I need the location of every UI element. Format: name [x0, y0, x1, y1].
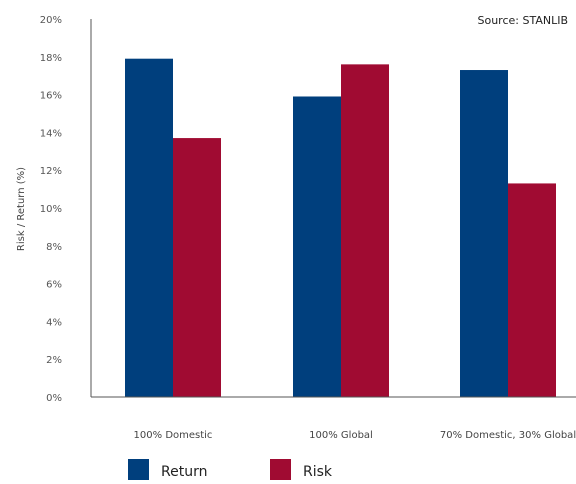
bar-return-2	[293, 96, 341, 398]
x-category-label: 100% Domestic	[134, 430, 213, 441]
y-tick-label: 12%	[40, 166, 62, 177]
x-axis-category-labels: 100% Domestic 100% Global 70% Domestic, 30…	[134, 430, 576, 441]
legend-label-return: Return	[161, 464, 207, 480]
legend-label-risk: Risk	[303, 464, 333, 480]
bar-return-1	[125, 58, 173, 397]
x-category-label: 70% Domestic, 30% Global	[440, 430, 576, 441]
legend: Return Risk	[128, 459, 333, 480]
y-tick-label: 4%	[46, 317, 62, 328]
y-tick-label: 6%	[46, 280, 62, 291]
legend-swatch-return	[128, 459, 149, 480]
y-tick-label: 18%	[40, 53, 62, 64]
bar-risk-2	[341, 64, 389, 398]
bar-risk-1	[173, 138, 221, 397]
y-tick-label: 16%	[40, 91, 62, 102]
y-tick-label: 8%	[46, 242, 62, 253]
y-tick-label: 10%	[40, 204, 62, 215]
y-tick-label: 0%	[46, 393, 62, 404]
bar-return-3	[460, 70, 508, 397]
y-tick-label: 14%	[40, 128, 62, 139]
bar-risk-3	[508, 183, 556, 397]
x-category-label: 100% Global	[309, 430, 373, 441]
y-axis-ticks: 0% 2% 4% 6% 8% 10% 12% 14% 16% 18% 20%	[40, 15, 62, 404]
legend-swatch-risk	[270, 459, 291, 480]
y-tick-label: 20%	[40, 15, 62, 26]
y-axis-title: Risk / Return (%)	[16, 167, 27, 251]
bars	[125, 58, 556, 398]
y-tick-label: 2%	[46, 355, 62, 366]
source-note: Source: STANLIB	[477, 14, 568, 27]
